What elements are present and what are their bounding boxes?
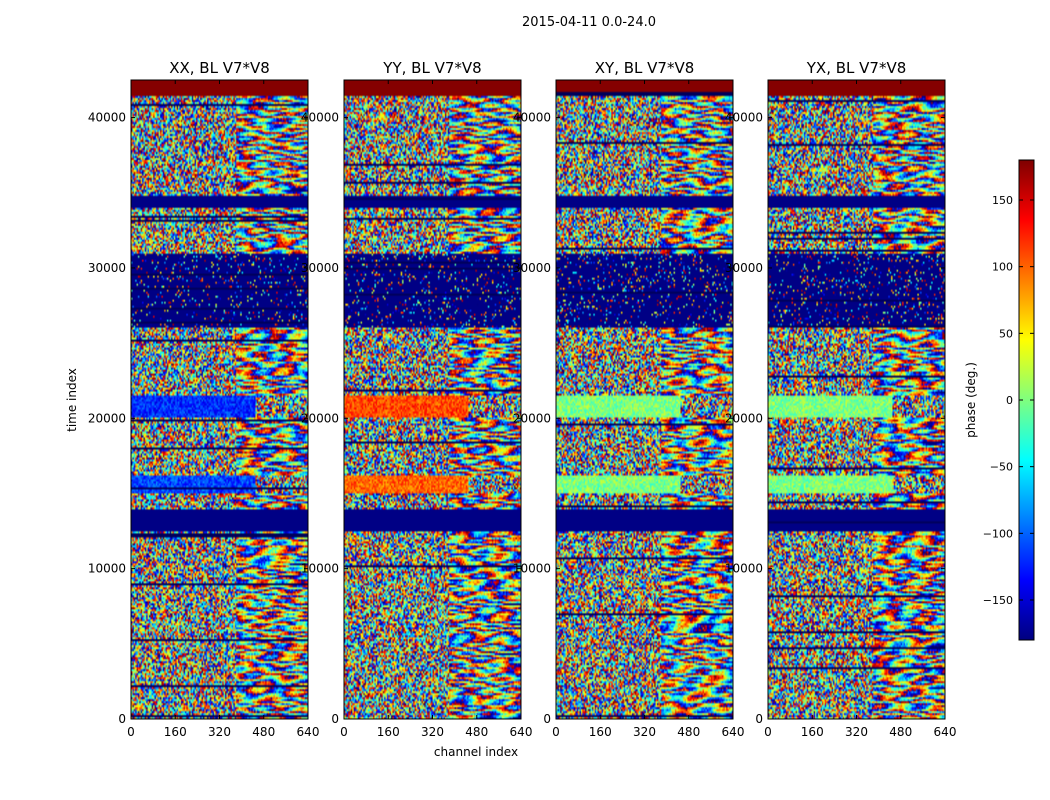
y-tick-label: 20000 (301, 411, 339, 425)
y-tick-label: 20000 (88, 411, 126, 425)
x-tick-label: 480 (677, 725, 700, 739)
x-tick-label: 0 (764, 725, 772, 739)
x-tick-label: 160 (377, 725, 400, 739)
x-tick-label: 160 (801, 725, 824, 739)
y-tick-label: 10000 (725, 562, 763, 576)
x-tick-label: 640 (934, 725, 957, 739)
heatmap-xx (131, 80, 308, 719)
x-tick-label: 320 (421, 725, 444, 739)
heatmap-yx (768, 80, 945, 719)
heatmap-yy (344, 80, 521, 719)
panel-yx: YX, BL V7*V8 0 160 320 480 640 0 10000 20000 3000… (725, 59, 957, 739)
panel-yy: YY, BL V7*V8 0 160 320 480 640 0 10000 20000 3000… (301, 59, 533, 739)
y-tick-label: 20000 (513, 411, 551, 425)
x-tick-label: 640 (297, 725, 320, 739)
colorbar-tick-label: −100 (983, 527, 1013, 540)
x-axis-label: channel index (434, 745, 518, 759)
colorbar-tick-label: 0 (1006, 394, 1013, 407)
panel-xy: XY, BL V7*V8 0 160 320 480 640 0 10000 20000 3000… (513, 59, 745, 739)
x-tick-label: 0 (127, 725, 135, 739)
x-tick-label: 160 (589, 725, 612, 739)
y-tick-label: 0 (543, 712, 551, 726)
y-tick-label: 40000 (88, 111, 126, 125)
y-tick-label: 30000 (513, 261, 551, 275)
panel-title: YX, BL V7*V8 (806, 59, 907, 77)
colorbar: 150 100 50 0 −50 −100 −150 phase (deg.) (964, 159, 1035, 641)
colorbar-tick-label: 150 (992, 194, 1013, 207)
x-tick-label: 640 (510, 725, 533, 739)
panel-title: YY, BL V7*V8 (382, 59, 481, 77)
colorbar-tick-label: −50 (990, 461, 1013, 474)
y-tick-label: 10000 (513, 562, 551, 576)
x-tick-label: 320 (633, 725, 656, 739)
x-tick-label: 0 (340, 725, 348, 739)
y-tick-label: 30000 (301, 261, 339, 275)
y-tick-label: 10000 (301, 562, 339, 576)
panels-layer: XX, BL V7*V8 0 160 320 480 640 0 10000 20000 3000… (88, 59, 957, 739)
y-tick-label: 30000 (88, 261, 126, 275)
colorbar-tick-label: 100 (992, 261, 1013, 274)
x-tick-label: 640 (722, 725, 745, 739)
panel-title: XX, BL V7*V8 (169, 59, 270, 77)
y-tick-label: 10000 (88, 562, 126, 576)
x-tick-label: 320 (208, 725, 231, 739)
y-tick-label: 0 (331, 712, 339, 726)
y-axis-label: time index (65, 368, 79, 432)
heatmap-xy (556, 80, 733, 719)
y-tick-label: 40000 (725, 111, 763, 125)
y-tick-label: 0 (755, 712, 763, 726)
y-tick-label: 40000 (513, 111, 551, 125)
colorbar-tick-label: 50 (999, 327, 1013, 340)
x-tick-label: 480 (252, 725, 275, 739)
y-tick-label: 0 (118, 712, 126, 726)
panel-title: XY, BL V7*V8 (595, 59, 695, 77)
y-tick-label: 30000 (725, 261, 763, 275)
x-tick-label: 320 (845, 725, 868, 739)
x-tick-label: 160 (164, 725, 187, 739)
colorbar-tick-label: −150 (983, 594, 1013, 607)
x-tick-label: 480 (889, 725, 912, 739)
y-tick-label: 20000 (725, 411, 763, 425)
x-tick-label: 0 (552, 725, 560, 739)
figure-title: 2015-04-11 0.0-24.0 (522, 15, 656, 30)
x-tick-label: 480 (465, 725, 488, 739)
panel-xx: XX, BL V7*V8 0 160 320 480 640 0 10000 20000 3000… (88, 59, 320, 739)
y-tick-label: 40000 (301, 111, 339, 125)
colorbar-label: phase (deg.) (964, 362, 978, 438)
